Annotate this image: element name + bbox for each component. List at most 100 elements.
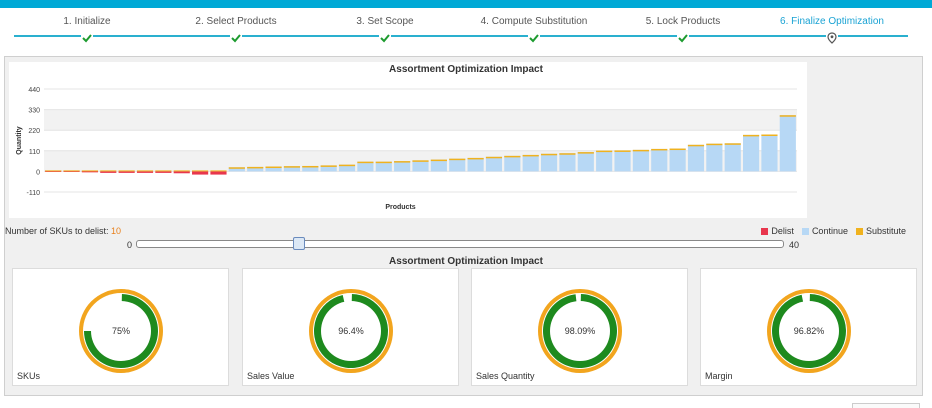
y-tick-label: -110 [27,190,41,197]
legend-item-substitute[interactable]: Substitute [855,226,906,236]
chart-bar [173,171,190,174]
quantity-bar-chart: 440 330 220 110 0 -110 Products Quantity [16,87,797,211]
chart-legend: Delist Continue Substitute [761,226,906,236]
donut-center [91,301,151,361]
chart-bar [302,165,319,172]
top-accent-bar [0,0,932,8]
impact-title: Assortment Optimization Impact [389,256,543,267]
y-tick-label: 330 [28,108,40,115]
chart-bar [706,143,723,172]
chart-bar-substitute [449,158,466,161]
chart-bar-substitute [136,170,154,172]
chart-bar-substitute [338,164,356,167]
impact-card-sales-value: 96.4% Sales Value [242,268,459,386]
chart-bar-substitute [761,134,778,137]
chart-bar [412,160,429,172]
chart-bar-substitute [651,148,668,151]
impact-card-sales-quantity: 98.09% Sales Quantity [471,268,688,386]
chart-bar [394,161,411,172]
x-axis-label: Products [385,204,415,211]
chart-bar-substitute [100,170,117,172]
chart-bar [228,167,245,172]
legend-label-delist: Delist [771,226,794,236]
donut-center [550,301,610,361]
wizard-steps: 1. Initialize 2. Select Products 3. Set … [0,8,932,48]
chart-bar [247,166,264,172]
impact-card-label: Sales Value [247,371,295,381]
delist-count-label: Number of SKUs to delist: [5,226,112,236]
chart-bar [136,171,154,173]
chart-bar [724,143,741,172]
wizard-step-finalize-optimization[interactable]: 6. Finalize Optimization [772,16,892,44]
checkmark-icon [81,32,93,44]
wizard-step-label: 5. Lock Products [645,16,721,27]
y-tick-label: 220 [28,128,40,135]
chart-bar [357,161,374,172]
chart-bar [210,171,227,175]
slider-min-label: 0 [127,240,133,250]
chart-bar [375,161,392,172]
chart-bar-substitute [210,170,227,172]
donut-percent: 96.82% [794,326,825,336]
wizard-step-label: 1. Initialize [63,16,111,27]
chart-bar [430,159,447,172]
impact-card-margin: 96.82% Margin [700,268,917,386]
wizard-step-select-products[interactable]: 2. Select Products [176,16,296,44]
chart-bar-substitute [706,143,723,146]
chart-bar [467,157,484,172]
wizard-step-compute-substitution[interactable]: 4. Compute Substitution [474,16,594,44]
donut-percent: 75% [112,326,130,336]
wizard-step-initialize[interactable]: 1. Initialize [27,16,147,44]
chart-bar [596,150,613,172]
wizard-step-label: 3. Set Scope [356,16,414,27]
impact-card-label: Sales Quantity [476,371,535,381]
y-tick-label: 110 [29,149,40,156]
donut-center [779,301,839,361]
legend-label-substitute: Substitute [865,226,906,236]
wizard-step-set-scope[interactable]: 3. Set Scope [325,16,445,44]
chart-bar-substitute [596,150,613,153]
chart-bar-substitute [412,160,429,162]
chart-bar-substitute [485,156,503,159]
legend-swatch-continue [801,227,809,235]
chart-bar-substitute [743,134,760,137]
y-tick-label: 0 [36,169,40,176]
wizard-step-label: 6. Finalize Optimization [780,16,884,27]
chart-bar-substitute [614,150,631,152]
chart-bar-substitute [118,170,135,172]
delist-count-value: 10 [111,226,122,236]
chart-bar [779,115,796,172]
delist-slider-handle[interactable] [292,237,305,250]
chart-bar-substitute [302,165,319,168]
chart-bar-substitute [173,170,190,172]
checkmark-icon [528,32,540,44]
location-pin-icon [826,32,838,44]
legend-item-delist[interactable]: Delist [761,226,794,236]
chart-bar-substitute [45,170,62,172]
wizard-step-lock-products[interactable]: 5. Lock Products [623,16,743,44]
donut-chart-sales-quantity: 98.09% [538,289,622,373]
legend-item-continue[interactable]: Continue [801,226,848,236]
delist-slider-track[interactable] [136,240,784,248]
chart-bar-substitute [430,159,447,162]
checkmark-icon [379,32,391,44]
donut-chart-skus: 75% [79,289,163,373]
grid-band [44,109,797,131]
chart-bar-substitute [467,157,484,160]
chart-bar [449,158,466,172]
chart-bar [155,171,172,173]
chart-bar-substitute [632,149,649,152]
chart-bar [540,153,558,172]
bottom-tab-stub [852,403,920,408]
chart-bar [687,144,705,172]
chart-bar [81,170,98,173]
wizard-step-label: 4. Compute Substitution [480,16,588,27]
chart-bar [320,165,337,172]
chart-bar [100,171,117,173]
chart-bar-substitute [192,170,209,172]
chart-bar-substitute [559,153,576,155]
chart-bar-substitute [63,170,80,172]
chart-bar-substitute [357,161,374,164]
checkmark-icon [230,32,242,44]
chart-bar-substitute [265,166,282,169]
